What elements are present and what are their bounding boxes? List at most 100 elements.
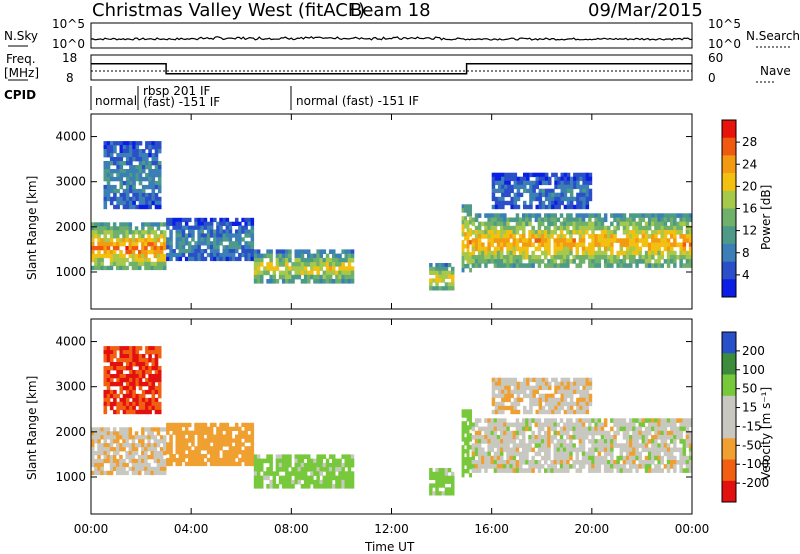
velocity-cell-6-49-5 xyxy=(625,439,630,444)
velocity-cell-6-13-6 xyxy=(512,443,517,448)
power-cell-6-28-12 xyxy=(559,263,564,268)
power-cell-0-11-9 xyxy=(125,257,129,263)
velocity-cell-7-20-1 xyxy=(554,381,558,387)
power-cell-6-30-12 xyxy=(566,263,570,268)
power-cell-7-31-4 xyxy=(588,188,593,194)
power-cell-6-1-10 xyxy=(474,255,479,260)
power-cell-6-60-6 xyxy=(660,238,664,243)
velocity-cell-6-5-3 xyxy=(487,430,491,436)
power-cell-3-28-5 xyxy=(341,270,345,276)
velocity-cell-5-0-15 xyxy=(461,469,465,474)
velocity-cell-0-19-4 xyxy=(150,443,154,448)
power-cell-1-10-12 xyxy=(135,188,140,194)
velocity-cell-1-16-7 xyxy=(154,374,159,379)
power-cell-3-19-7 xyxy=(313,279,317,284)
velocity-cell-2-11-0 xyxy=(200,422,205,428)
power-cell-3-28-2 xyxy=(341,257,345,263)
power-cell-6-49-7 xyxy=(625,242,630,248)
power-cell-6-50-4 xyxy=(629,230,633,235)
power-cell-3-31-0 xyxy=(350,249,355,254)
cpid-panel: CPID normal rbsp 201 IF (fast) -151 IF n… xyxy=(4,84,419,110)
power-cell-1-12-16 xyxy=(141,204,146,210)
velocity-cell-6-16-3 xyxy=(522,430,526,436)
power-cell-1-10-3 xyxy=(135,153,140,158)
velocity-cell-6-4-4 xyxy=(484,435,488,440)
power-cell-1-9-4 xyxy=(132,157,136,162)
velocity-cell-2-16-4 xyxy=(216,438,220,443)
power-cell-3-2-2 xyxy=(260,257,264,263)
velocity-cell-6-37-7 xyxy=(588,447,592,453)
velocity-cell-6-22-9 xyxy=(540,455,545,461)
power-cell-0-18-1 xyxy=(147,226,151,231)
velocity-cell-6-46-0 xyxy=(616,418,620,423)
power-cell-5-3-2 xyxy=(469,212,472,217)
power-cell-6-39-6 xyxy=(594,238,598,243)
power-cell-6-64-12 xyxy=(673,263,677,268)
velocity-cell-6-59-9 xyxy=(657,455,661,461)
velocity-cell-3-15-1 xyxy=(300,458,305,464)
power-cell-6-67-12 xyxy=(682,263,687,268)
velocity-cell-6-10-2 xyxy=(503,426,507,432)
velocity-cell-6-9-1 xyxy=(500,422,504,428)
power-cell-1-4-6 xyxy=(116,165,120,170)
power-cell-6-66-9 xyxy=(679,250,683,256)
power-cell-2-25-8 xyxy=(244,249,248,254)
power-cell-1-16-5 xyxy=(154,161,159,166)
power-cell-6-5-7 xyxy=(487,242,491,248)
power-cell-6-13-9 xyxy=(512,250,517,256)
power-cell-3-24-2 xyxy=(328,257,333,263)
velocity-cell-6-2-9 xyxy=(477,455,482,461)
power-cell-6-69-5 xyxy=(688,234,693,239)
velocity-cell-0-2-4 xyxy=(97,443,101,448)
velocity-cell-2-18-5 xyxy=(222,442,226,447)
power-cell-6-24-7 xyxy=(547,242,551,248)
power-cell-6-51-11 xyxy=(632,259,636,264)
power-cell-1-15-10 xyxy=(151,180,156,186)
power-cell-5-2-10 xyxy=(466,244,470,249)
velocity-cell-6-10-10 xyxy=(503,460,507,465)
power-cell-1-2-0 xyxy=(109,141,114,146)
power-cell-1-11-9 xyxy=(138,176,143,182)
power-cell-2-27-6 xyxy=(250,241,255,246)
power-cell-6-58-9 xyxy=(654,250,658,256)
velocity-cell-1-13-4 xyxy=(145,362,149,367)
velocity-cell-5-0-13 xyxy=(461,461,465,466)
power-cell-6-56-9 xyxy=(647,250,652,256)
velocity-cell-3-13-2 xyxy=(294,462,298,468)
velocity-cell-6-51-11 xyxy=(632,464,636,469)
power-cell-7-10-0 xyxy=(523,172,527,178)
velocity-cell-2-16-8 xyxy=(216,454,220,459)
velocity-cell-6-9-3 xyxy=(500,430,504,436)
velocity-cell-2-10-6 xyxy=(197,446,201,451)
velocity-cell-7-21-5 xyxy=(557,397,561,403)
power-cell-6-49-9 xyxy=(625,250,630,256)
velocity-cell-6-65-0 xyxy=(676,418,680,423)
power-cell-0-5-4 xyxy=(106,238,111,243)
power-cell-0-2-7 xyxy=(97,250,101,255)
velocity-cell-6-11-9 xyxy=(506,455,510,461)
velocity-cell-7-5-1 xyxy=(507,381,511,387)
power-cell-6-29-6 xyxy=(562,238,567,243)
velocity-cell-6-1-10 xyxy=(474,460,479,465)
velocity-cell-6-33-9 xyxy=(575,455,579,461)
power-cell-0-4-5 xyxy=(103,242,107,247)
velocity-cell-6-29-6 xyxy=(562,443,567,448)
power-cell-6-6-5 xyxy=(490,234,494,239)
power-cell-6-11-3 xyxy=(506,225,510,231)
velocity-cell-2-14-9 xyxy=(209,457,214,463)
velocity-cell-6-6-11 xyxy=(490,464,494,469)
velocity-cell-3-0-3 xyxy=(253,467,258,472)
velocity-cell-6-0-4 xyxy=(471,435,476,440)
velocity-cell-6-30-9 xyxy=(566,455,570,461)
velocity-cell-3-4-5 xyxy=(266,475,270,481)
velocity-cell-3-24-5 xyxy=(328,475,333,481)
velocity-cell-7-26-1 xyxy=(573,381,577,387)
velocity-cell-6-68-3 xyxy=(685,430,690,436)
power-cell-6-42-11 xyxy=(603,259,608,264)
velocity-cell-3-28-5 xyxy=(341,475,345,481)
power-cell-2-18-3 xyxy=(222,229,226,234)
velocity-cell-3-20-4 xyxy=(316,471,320,476)
power-cell-0-21-3 xyxy=(156,234,161,239)
power-cell-6-36-0 xyxy=(585,213,589,218)
power-cell-0-23-9 xyxy=(163,257,167,263)
